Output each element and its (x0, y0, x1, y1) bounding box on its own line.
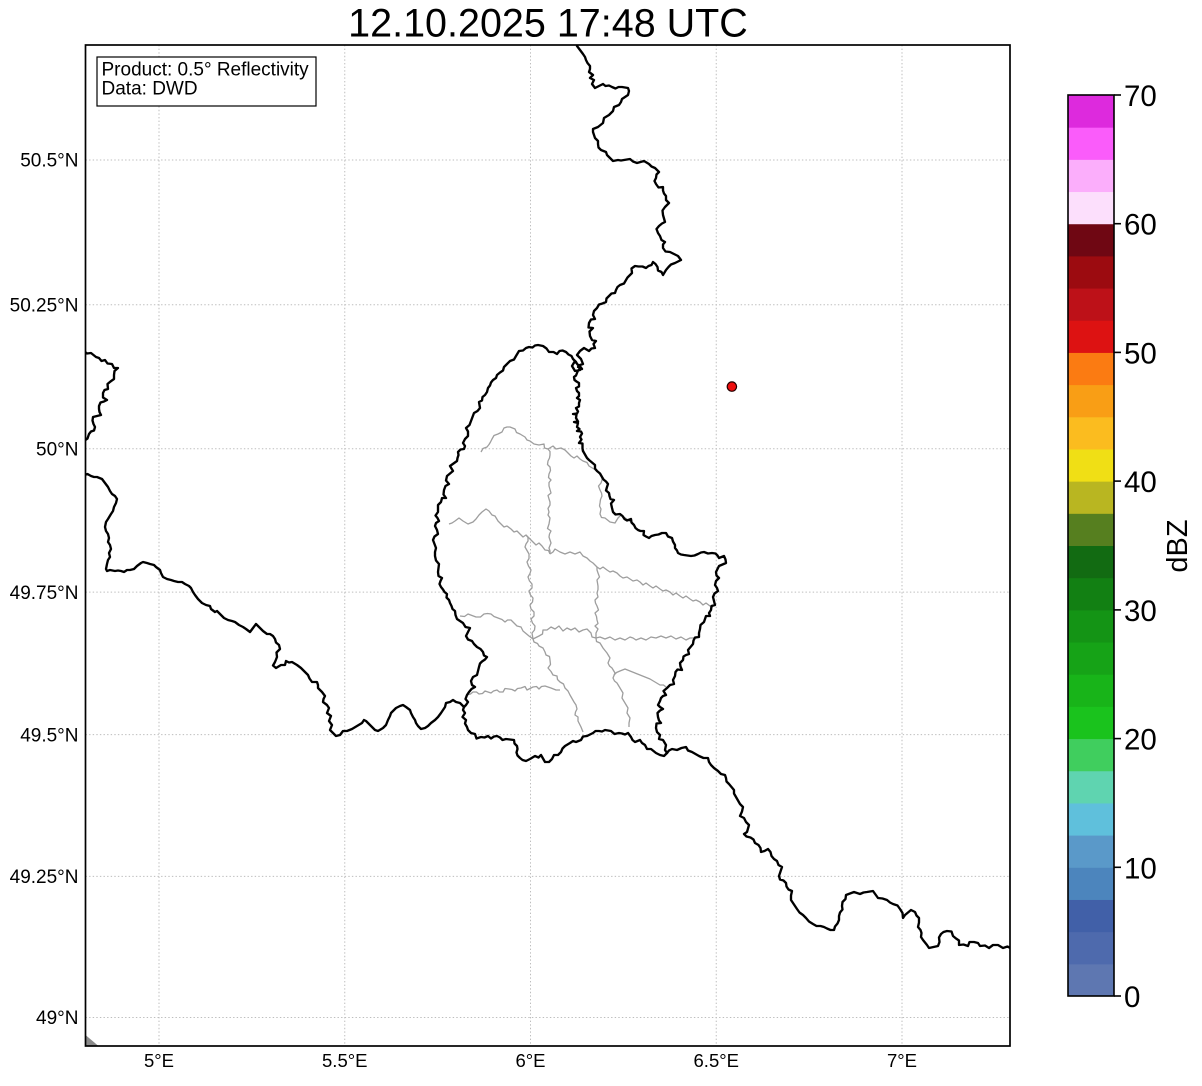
svg-text:Product: 0.5° Reflectivity: Product: 0.5° Reflectivity (102, 60, 310, 81)
svg-text:70: 70 (1124, 80, 1157, 113)
svg-text:50°N: 50°N (36, 440, 78, 461)
svg-text:49°N: 49°N (36, 1008, 78, 1029)
svg-text:50: 50 (1124, 337, 1157, 370)
svg-text:20: 20 (1124, 724, 1157, 757)
svg-text:dBZ: dBZ (1162, 519, 1194, 572)
svg-text:49.75°N: 49.75°N (10, 583, 79, 604)
svg-text:49.5°N: 49.5°N (20, 725, 78, 746)
svg-text:7°E: 7°E (887, 1050, 917, 1071)
svg-text:5°E: 5°E (144, 1050, 174, 1071)
svg-text:40: 40 (1124, 466, 1157, 499)
svg-text:6.5°E: 6.5°E (694, 1050, 739, 1071)
svg-text:10: 10 (1124, 852, 1157, 885)
svg-text:50.5°N: 50.5°N (20, 151, 78, 172)
svg-text:Data: DWD: Data: DWD (102, 79, 198, 100)
svg-text:60: 60 (1124, 209, 1157, 242)
svg-text:5.5°E: 5.5°E (322, 1050, 367, 1071)
svg-text:12.10.2025 17:48 UTC: 12.10.2025 17:48 UTC (348, 2, 748, 46)
svg-text:50.25°N: 50.25°N (10, 296, 79, 317)
svg-text:49.25°N: 49.25°N (10, 867, 79, 888)
svg-text:30: 30 (1124, 595, 1157, 628)
svg-text:6°E: 6°E (515, 1050, 545, 1071)
svg-text:0: 0 (1124, 981, 1140, 1014)
